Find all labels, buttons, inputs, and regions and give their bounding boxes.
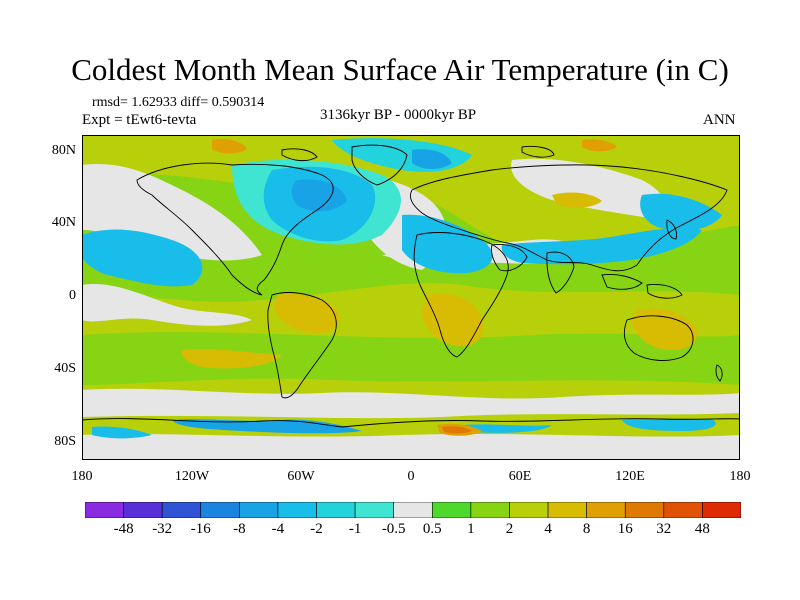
lon-label: 60W [287,469,315,484]
colorbar-swatch [547,502,587,518]
colorbar-label: -8 [233,521,246,537]
colorbar-swatch [431,502,472,518]
colorbar-swatch [316,502,356,518]
season-label: ANN [703,112,736,128]
lon-label: 120W [174,469,210,484]
stats-label: rmsd= 1.62933 diff= 0.590314 [92,95,265,110]
colorbar-swatch [85,502,124,518]
colorbar-swatch [624,502,665,518]
colorbar-swatch [200,502,240,518]
colorbar-swatch [123,502,163,518]
lat-label: 40N [51,215,76,230]
colorbar-swatch [586,502,626,518]
experiment-label: Expt = tEwt6-tevta [82,112,197,128]
colorbar [85,502,741,518]
lat-label: 0 [69,288,76,303]
lat-label: 80S [54,434,76,449]
colorbar-label: 4 [544,521,552,537]
colorbar-swatch [393,502,433,518]
period-label: 3136kyr BP - 0000kyr BP [320,107,477,123]
colorbar-label: 0.5 [422,521,442,537]
lat-label: 40S [54,361,76,376]
lon-label: 180 [729,469,751,484]
colorbar-label: 16 [617,521,633,537]
colorbar-label: 48 [694,521,710,537]
colorbar-label: -32 [152,521,173,537]
temperature-anomaly-map [82,135,740,460]
colorbar-label: -2 [310,521,323,537]
colorbar-swatch [702,502,741,518]
colorbar-label: -1 [348,521,362,537]
colorbar-swatch [663,502,703,518]
colorbar-swatch [470,502,510,518]
lon-label: 0 [407,469,415,484]
colorbar-label: 2 [505,521,514,537]
map-title: Coldest Month Mean Surface Air Temperatu… [71,52,729,87]
colorbar-label: -48 [113,521,134,537]
colorbar-label: -0.5 [381,521,406,537]
colorbar-label: -4 [271,521,285,537]
colorbar-swatch [277,502,317,518]
colorbar-label: -16 [190,521,211,537]
colorbar-swatch [161,502,202,518]
colorbar-label: 32 [656,521,672,537]
colorbar-swatch [239,502,279,518]
colorbar-swatch [509,502,549,518]
colorbar-swatch [354,502,395,518]
lon-label: 180 [71,469,93,484]
colorbar-label: 8 [582,521,591,537]
lon-label: 60E [508,469,532,484]
lat-label: 80N [51,143,76,158]
colorbar-label: 1 [467,521,475,537]
lon-label: 120E [615,469,645,484]
